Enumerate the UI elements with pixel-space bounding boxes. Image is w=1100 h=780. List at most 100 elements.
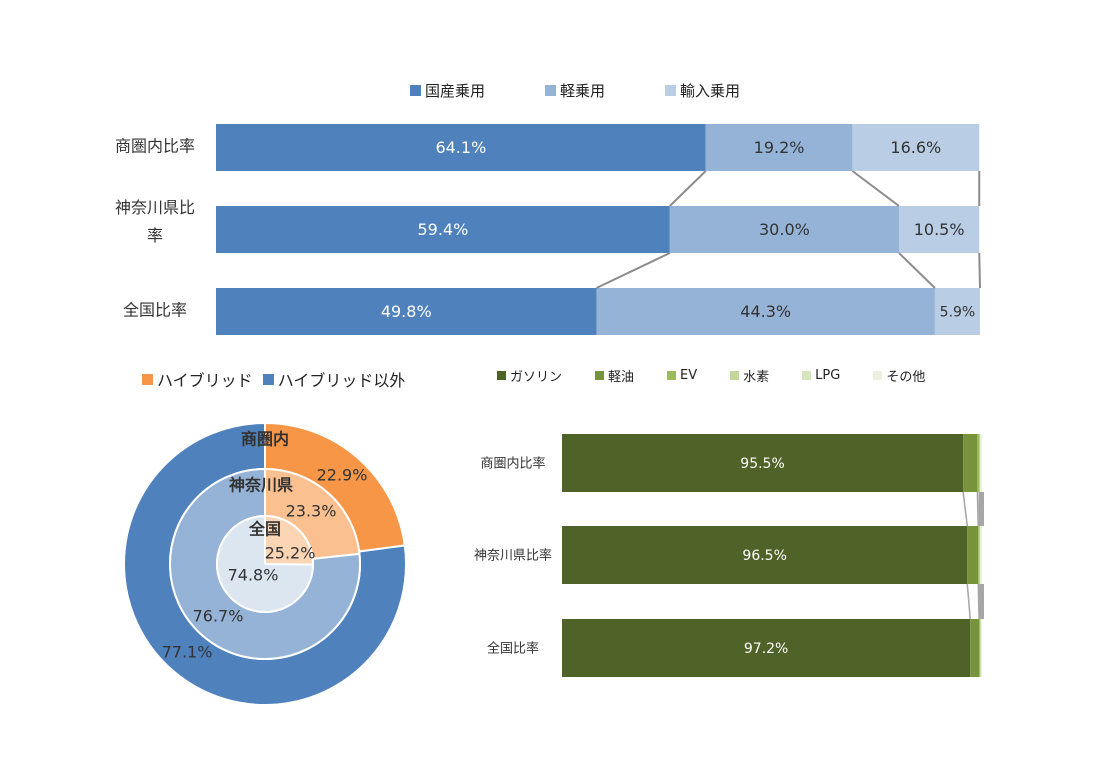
legend-swatch [262,373,274,385]
legend-swatch [667,371,677,380]
category-label: 神奈川県比率 [474,548,552,564]
legend-swatch [802,371,812,380]
series-line [979,584,984,619]
legend-fuel: ガソリン 軽油 EV 水素 LPG その他 [497,366,925,385]
bar-segment [669,206,900,253]
bar-segment [216,124,706,171]
series-line [977,583,980,620]
legend-item: 軽乗用 [545,80,605,101]
legend-label: 国産乗用 [425,82,486,100]
legend-label: 軽乗用 [560,82,606,100]
data-label: 22.9% [317,466,368,485]
series-line [962,491,969,527]
legend-swatch [665,85,677,96]
bar-segment [852,124,980,171]
bar-segment [981,619,982,677]
ring-label: 商圏内 [241,430,289,449]
bar-segment [934,288,980,335]
legend-item: ハイブリッド [142,367,253,391]
category-label-line: 神奈川県比 [115,198,195,217]
legend-item: 国産乗用 [410,80,485,101]
category-label: 神奈川県比率 [115,198,195,245]
data-label: 5.9% [940,305,976,321]
category-label: 商圏内比率 [115,137,195,156]
bar-segment [980,619,982,677]
legend-swatch [730,371,740,380]
legend-label: LPG [815,368,841,383]
legend-swatch [595,371,605,380]
series-line [979,492,984,526]
bar-segment [562,526,968,584]
bar-segment [216,206,670,253]
data-label: 49.8% [381,302,432,321]
category-label-line: 率 [147,226,163,245]
pie-slice [216,514,315,613]
data-label: 23.3% [286,502,337,521]
series-line [898,252,936,289]
legend-swatch [545,85,557,96]
bar-segment [979,434,981,492]
data-label: 25.2% [265,544,316,563]
legend-label: 軽油 [608,370,635,385]
legend-item: ハイブリッド以外 [262,367,406,391]
legend-label: その他 [886,370,926,385]
data-label: 74.8% [228,566,279,585]
legend-item: 水素 [730,366,769,385]
category-label: 全国比率 [123,301,187,320]
category-label: 全国比率 [487,641,539,657]
bar-segment [899,206,980,253]
bar-segment [970,619,980,677]
data-label: 59.4% [417,220,468,239]
series-line [978,252,981,289]
bar-segment [596,288,935,335]
bar-segment [562,434,964,492]
legend-label: ハイブリッド [157,371,253,390]
legend-label: ハイブリッド以外 [277,371,406,390]
series-line [596,252,671,289]
data-label: 77.1% [162,643,213,662]
bar-segment [980,526,982,584]
series-line [851,170,900,207]
legend-item: 軽油 [595,366,634,385]
legend-car-type: 国産乗用 軽乗用 輸入乗用 [410,80,740,101]
data-label: 16.6% [890,138,941,157]
data-label: 96.5% [742,548,786,564]
series-line [669,170,707,207]
data-label: 10.5% [914,220,965,239]
series-line [976,491,979,527]
data-label: 76.7% [193,607,244,626]
legend-swatch [142,373,153,385]
bar-segment [216,288,597,335]
data-label: 64.1% [435,138,486,157]
bar-segment [705,124,853,171]
ring-label: 全国 [248,520,281,539]
legend-label: 輸入乗用 [680,82,741,100]
bar-segment [562,619,971,677]
legend-hybrid: ハイブリッド ハイブリッド以外 [142,367,405,391]
data-label: 44.3% [740,302,791,321]
data-label: 95.5% [740,456,784,472]
data-label: 30.0% [759,220,810,239]
legend-item: EV [667,368,697,383]
bar-segment [967,526,979,584]
bar-segment [979,619,981,677]
bar-segment [980,434,982,492]
bar-segment [978,526,980,584]
category-label: 商圏内比率 [480,456,545,472]
legend-label: ガソリン [510,370,563,385]
data-label: 97.2% [744,641,788,657]
data-label: 19.2% [754,138,805,157]
legend-swatch [497,371,506,380]
bar-segment [963,434,978,492]
legend-item: 輸入乗用 [665,80,740,101]
ring-label: 神奈川県 [229,476,293,495]
legend-swatch [873,371,883,380]
legend-label: 水素 [743,370,770,385]
legend-item: LPG [802,368,840,383]
legend-label: EV [680,368,698,383]
bar-segment [979,526,981,584]
bar-segment [977,434,980,492]
series-line [966,583,971,620]
legend-item: その他 [873,366,925,385]
